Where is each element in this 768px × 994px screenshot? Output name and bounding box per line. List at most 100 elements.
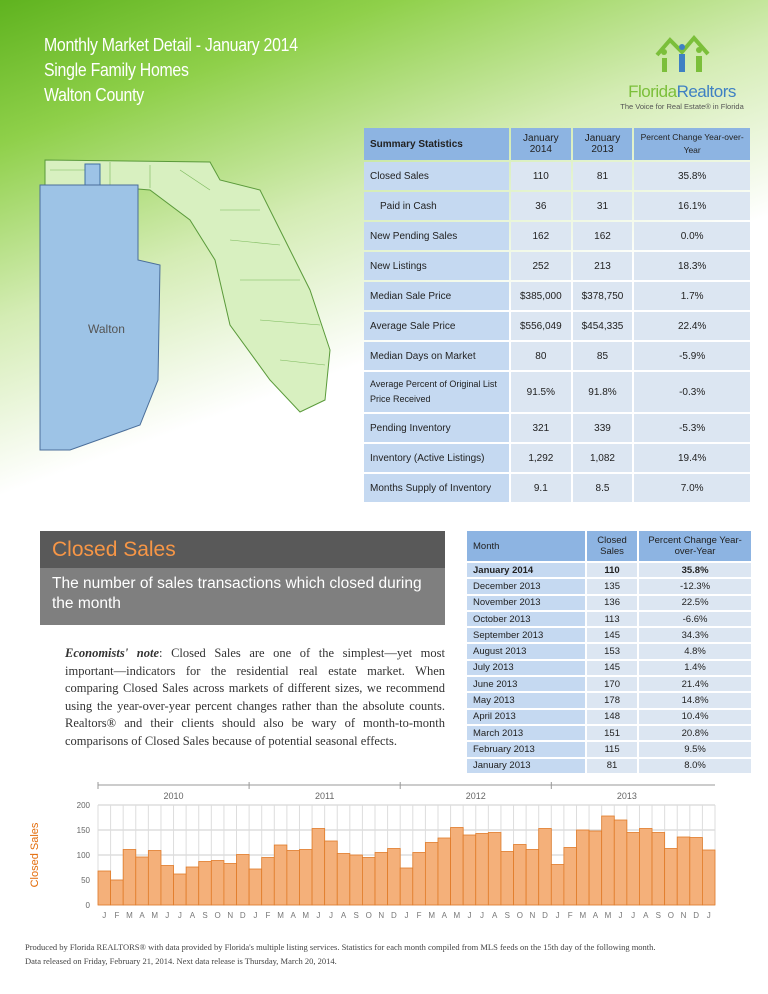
table-row: Average Percent of Original List Price R… [364, 372, 750, 412]
cell-value: 34.3% [639, 628, 751, 643]
cell-value: 145 [587, 628, 638, 643]
table-row: January 2013 81 8.0% [467, 758, 751, 773]
cell-value: 81 [572, 162, 633, 190]
table-row: May 2013 178 14.8% [467, 693, 751, 708]
column-header: Month [467, 531, 585, 561]
cell-value: 162 [572, 222, 633, 250]
bar [248, 868, 263, 906]
bar [626, 832, 640, 906]
row-label: May 2013 [467, 693, 585, 708]
bar [664, 848, 678, 906]
bar [399, 867, 414, 906]
table-row: March 2013 151 20.8% [467, 725, 751, 741]
bar [500, 851, 514, 906]
cell-value: 22.4% [634, 312, 750, 340]
table-row: April 2013 148 10.4% [467, 709, 751, 724]
summary-statistics-table: Summary Statistics January 2014 January 20… [362, 126, 752, 504]
cell-value: 135 [587, 579, 638, 594]
x-tick-label: A [190, 911, 196, 920]
monthly-closed-sales-table: Month Closed Sales Percent Change Year-ove… [465, 529, 753, 775]
cell-value: $556,049 [511, 312, 571, 340]
cell-value: -6.6% [639, 611, 751, 627]
x-tick-label: S [353, 911, 358, 920]
x-tick-label: D [542, 911, 548, 920]
y-tick-label: 100 [77, 851, 91, 860]
bar [437, 837, 451, 906]
x-tick-label: M [605, 911, 612, 920]
cell-value: 80 [511, 342, 571, 370]
bar [676, 836, 691, 906]
cell-value: 18.3% [634, 252, 750, 280]
bar [198, 861, 212, 906]
row-label: August 2013 [467, 644, 585, 659]
table-row: New Pending Sales 162 162 0.0% [364, 222, 750, 250]
cell-value: 178 [587, 693, 638, 708]
table-row: Closed Sales 110 81 35.8% [364, 162, 750, 190]
row-label: Median Days on Market [364, 342, 509, 370]
table-header: Summary Statistics January 2014 January 20… [364, 128, 750, 160]
x-tick-label: J [253, 911, 257, 920]
bar [185, 866, 200, 906]
year-label: 2012 [466, 791, 486, 801]
table-row: October 2013 113 -6.6% [467, 611, 751, 627]
cell-value: 85 [572, 342, 633, 370]
x-tick-label: M [579, 911, 586, 920]
bar [160, 865, 174, 906]
bar [513, 844, 527, 906]
cell-value: 153 [587, 644, 638, 659]
x-tick-label: N [681, 911, 687, 920]
closed-sales-description: The number of sales transactions which c… [40, 568, 445, 625]
x-tick-label: A [492, 911, 498, 920]
county-name: Walton County [44, 85, 144, 105]
bar [412, 852, 426, 906]
column-header: Percent Change Year-over-Year [639, 531, 751, 561]
bar [324, 840, 338, 906]
bar [210, 860, 225, 906]
cell-value: 1,082 [572, 444, 633, 472]
cell-value: 19.4% [634, 444, 750, 472]
cell-value: 16.1% [634, 192, 750, 220]
cell-value: -5.9% [634, 342, 750, 370]
cell-value: 162 [511, 222, 571, 250]
x-tick-label: J [480, 911, 484, 920]
x-tick-label: S [202, 911, 207, 920]
bar [336, 853, 351, 906]
x-tick-label: A [442, 911, 448, 920]
bar [122, 849, 137, 906]
cell-value: 8.5 [572, 474, 633, 502]
cell-value: 0.0% [634, 222, 750, 250]
bar [550, 864, 565, 906]
x-tick-label: N [530, 911, 536, 920]
row-label: January 2014 [467, 563, 585, 578]
table-row: June 2013 170 21.4% [467, 677, 751, 692]
row-label: New Pending Sales [364, 222, 509, 250]
x-tick-label: M [151, 911, 158, 920]
cell-value: 110 [511, 162, 571, 190]
cell-value: 110 [587, 563, 638, 578]
x-tick-label: O [215, 911, 221, 920]
cell-value: 21.4% [639, 677, 751, 692]
cell-value: 36 [511, 192, 571, 220]
row-label: Paid in Cash [364, 192, 509, 220]
cell-value: $385,000 [511, 282, 571, 310]
x-tick-label: A [291, 911, 297, 920]
x-tick-label: O [668, 911, 674, 920]
cell-value: -0.3% [634, 372, 750, 412]
cell-value: -12.3% [639, 579, 751, 594]
cell-value: 213 [572, 252, 633, 280]
x-tick-label: F [568, 911, 573, 920]
year-label: 2013 [617, 791, 637, 801]
row-label: Median Sale Price [364, 282, 509, 310]
row-label: New Listings [364, 252, 509, 280]
florida-realtors-logo: FloridaRealtors The Voice for Real Estat… [612, 30, 752, 111]
y-tick-label: 50 [81, 876, 90, 885]
x-tick-label: M [428, 911, 435, 920]
table-row: February 2013 115 9.5% [467, 742, 751, 757]
row-label: Months Supply of Inventory [364, 474, 509, 502]
x-tick-label: N [227, 911, 233, 920]
x-tick-label: O [517, 911, 523, 920]
row-label: April 2013 [467, 709, 585, 724]
bar [261, 857, 275, 906]
row-label: Pending Inventory [364, 414, 509, 442]
x-tick-label: A [643, 911, 649, 920]
